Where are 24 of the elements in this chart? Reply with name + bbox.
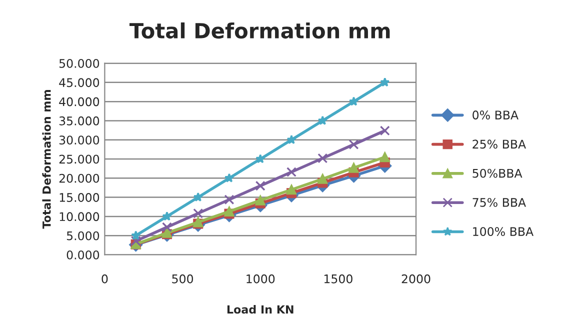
y-tick-label: 0.000 [66, 250, 100, 260]
y-tick-label: 10.000 [60, 212, 100, 222]
chart-title: Total Deformation mm [129, 22, 390, 39]
y-tick-label: 30.000 [59, 136, 100, 145]
x-tick-label: 1500 [324, 274, 352, 284]
y-tick-label: 40.000 [59, 97, 100, 106]
x-tick-label: 0 [102, 274, 108, 284]
x-tick-label: 2000 [402, 274, 430, 284]
x-tick-label: 1000 [246, 274, 275, 284]
y-tick-label: 25.000 [59, 154, 100, 164]
y-tick-label: 35.000 [59, 116, 100, 126]
legend-label: 50%BBA [472, 168, 522, 178]
y-tick-label: 45.000 [59, 78, 100, 88]
y-tick-label: 50.000 [59, 58, 100, 68]
legend-label: 100% BBA [473, 227, 534, 236]
y-axis-title: Total Deformation mm [42, 90, 51, 229]
y-tick-label: 15.000 [60, 193, 100, 202]
y-tick-label: 20.000 [59, 174, 100, 183]
legend-label: 0% BBA [472, 110, 518, 120]
legend-label: 25% BBA [472, 140, 526, 149]
y-tick-label: 5.000 [66, 231, 100, 240]
legend-label: 75% BBA [472, 198, 526, 207]
x-axis-title: Load In KN [227, 305, 294, 314]
x-tick-label: 500 [172, 274, 194, 284]
